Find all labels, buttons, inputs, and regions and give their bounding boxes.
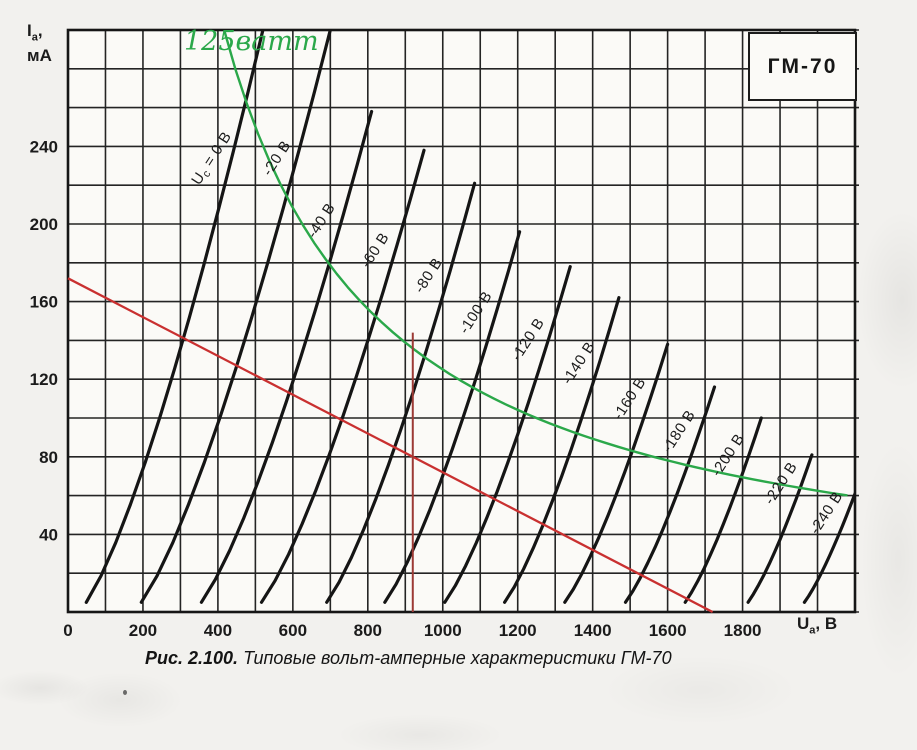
scan-dot-artifact	[123, 690, 127, 695]
y-tick-label: 120	[30, 370, 58, 389]
y-axis-title: Iа, мА	[27, 20, 52, 68]
anode-curve	[139, 29, 332, 604]
anode-curve	[802, 492, 856, 604]
x-axis-title: Uа, В	[797, 614, 838, 637]
anode-curve	[683, 416, 763, 604]
anode-curve	[443, 265, 572, 604]
anode-curve	[259, 148, 426, 604]
power-limit-label: 125ватт	[184, 26, 319, 57]
x-tick-label: 400	[204, 621, 232, 640]
x-tick-label: 1400	[574, 621, 612, 640]
anode-curve	[325, 181, 477, 604]
anode-curve	[383, 230, 522, 604]
y-tick-label: 160	[30, 293, 58, 312]
x-tick-label: 1800	[724, 621, 762, 640]
anode-curve	[746, 453, 814, 604]
anode-curve	[563, 342, 670, 604]
plot-frame	[66, 28, 857, 614]
y-axis-unit-name: мА	[27, 46, 52, 66]
x-tick-label: 200	[129, 621, 157, 640]
anode-curve	[623, 385, 717, 604]
y-tick-label: 80	[39, 448, 58, 467]
load-line	[67, 277, 714, 613]
plot-area	[68, 30, 855, 612]
tube-model-label: ГМ-70	[767, 54, 838, 78]
y-tick-label: 40	[39, 525, 58, 544]
figure-caption: Рис. 2.100. Типовые вольт-амперные харак…	[145, 648, 672, 669]
x-tick-label: 0	[63, 621, 72, 640]
figure-number: Рис. 2.100.	[145, 648, 239, 668]
y-tick-label: 200	[30, 215, 58, 234]
y-axis-unit-symbol: Iа,	[27, 21, 43, 44]
y-tick-label: 240	[30, 137, 58, 156]
x-tick-label: 600	[279, 621, 307, 640]
anode-curve	[199, 109, 374, 604]
anode-curve	[84, 29, 265, 604]
x-tick-label: 1200	[499, 621, 537, 640]
power-limit-curve	[223, 30, 848, 497]
figure-title: Типовые вольт-амперные характеристики ГМ…	[238, 648, 672, 668]
x-tick-label: 1600	[649, 621, 687, 640]
x-tick-label: 800	[354, 621, 382, 640]
x-tick-label: 1000	[424, 621, 462, 640]
anode-curve	[503, 296, 621, 604]
tube-model-box: ГМ-70	[748, 32, 857, 101]
curves-group	[67, 29, 856, 613]
